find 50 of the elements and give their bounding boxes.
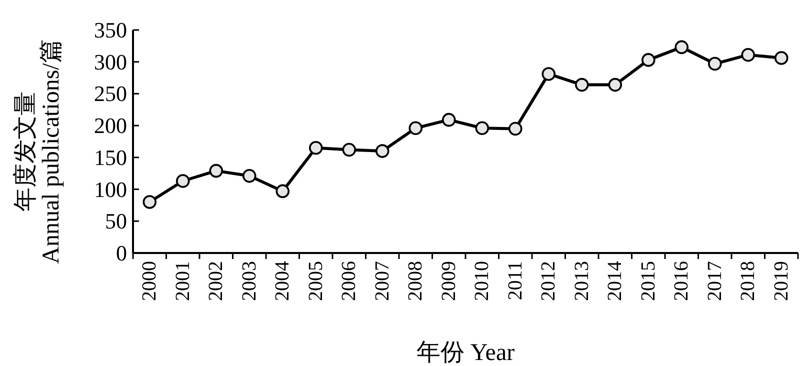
point	[608, 78, 622, 92]
x-tick-label: 2014	[604, 261, 626, 301]
point	[276, 184, 290, 198]
x-tick-label: 2019	[770, 261, 792, 301]
point	[542, 67, 556, 81]
y-tick-label: 300	[94, 49, 127, 74]
point	[574, 78, 589, 92]
y-tick-label: 250	[94, 81, 127, 106]
y-tick-label: 150	[94, 144, 127, 170]
y-tick-label: 350	[94, 18, 127, 42]
point	[209, 164, 224, 178]
x-tick-label: 2000	[138, 261, 161, 301]
x-tick-label: 2011	[504, 261, 526, 300]
point	[176, 174, 190, 188]
x-tick-label: 2006	[338, 261, 360, 301]
x-tick-label: 2002	[205, 261, 228, 301]
x-tick-label: 2005	[304, 261, 327, 301]
y-tick-label: 50	[105, 208, 127, 234]
y-tick-label: 200	[94, 113, 127, 138]
x-tick-label: 2007	[371, 261, 394, 301]
point	[641, 53, 656, 67]
x-tick-label: 2004	[272, 261, 294, 301]
x-tick-label: 2008	[404, 261, 427, 301]
point	[308, 140, 323, 155]
x-axis-title: 年份 Year	[416, 340, 515, 366]
x-tick-label: 2012	[538, 261, 560, 301]
point	[442, 112, 456, 127]
x-tick-label: 2016	[670, 261, 693, 301]
point	[375, 144, 390, 158]
x-tick-label: 2018	[737, 261, 760, 301]
point	[674, 40, 689, 54]
point	[708, 56, 722, 71]
x-tick-label: 2003	[238, 261, 260, 301]
x-tick-label: 2001	[172, 261, 194, 301]
x-tick-label: 2009	[438, 261, 460, 301]
x-tick-label: 2013	[570, 261, 593, 301]
y-tick-label: 100	[94, 176, 127, 202]
point	[242, 169, 256, 183]
point	[475, 121, 490, 136]
point	[508, 122, 522, 136]
point	[741, 48, 756, 62]
y-tick-label: 0	[116, 240, 127, 266]
point	[142, 195, 157, 209]
point	[774, 51, 788, 65]
x-tick-label: 2017	[704, 261, 726, 301]
point	[342, 142, 356, 157]
x-tick-label: 2010	[471, 261, 494, 301]
x-tick-label: 2015	[637, 261, 660, 301]
y-axis-title: 年度发文量 Annual publications/篇	[12, 39, 64, 264]
point	[408, 121, 423, 136]
